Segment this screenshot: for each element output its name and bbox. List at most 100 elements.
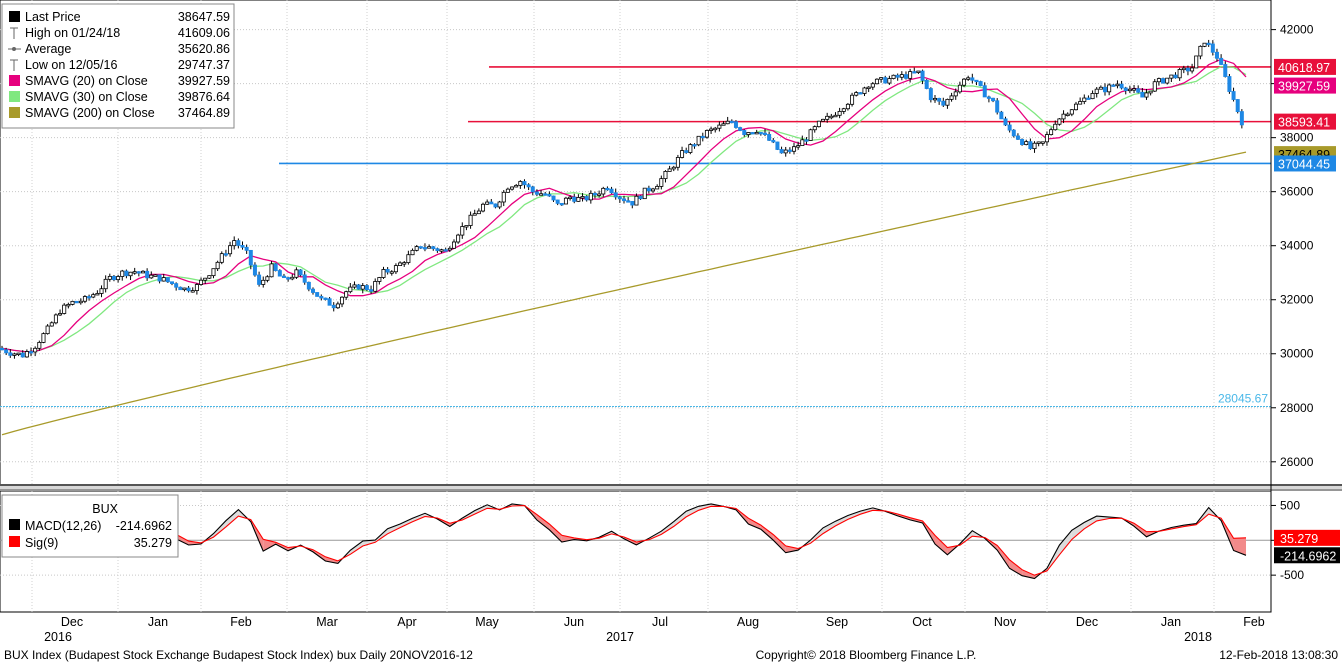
candle xyxy=(78,300,83,304)
candle xyxy=(1107,84,1112,93)
legend-swatch xyxy=(9,91,20,102)
candle xyxy=(655,186,660,190)
candle xyxy=(236,240,241,246)
candle xyxy=(1078,101,1083,105)
candle xyxy=(41,333,46,343)
candle xyxy=(1185,67,1190,72)
candle xyxy=(310,288,315,293)
sma20-line xyxy=(1,58,1247,353)
month-label: May xyxy=(475,615,499,629)
price-badge-text: 37044.45 xyxy=(1278,157,1330,171)
candle xyxy=(447,247,452,251)
candle xyxy=(870,83,875,88)
candle xyxy=(787,149,792,152)
candle xyxy=(688,144,693,153)
candle xyxy=(999,111,1004,120)
candle xyxy=(161,277,166,282)
price-tick-label: 34000 xyxy=(1280,239,1314,253)
candle xyxy=(733,121,738,128)
month-label: Feb xyxy=(1243,615,1265,629)
candle xyxy=(369,289,374,292)
candle xyxy=(704,130,709,138)
candle xyxy=(1144,92,1149,98)
candle xyxy=(792,146,797,152)
candle xyxy=(1181,67,1186,71)
legend-swatch xyxy=(9,107,20,118)
candle xyxy=(675,157,680,168)
month-label: Apr xyxy=(397,615,416,629)
macd-fill xyxy=(997,545,1010,569)
macd-badge xyxy=(1274,547,1340,564)
candle xyxy=(995,100,1000,113)
month-label: Jun xyxy=(564,615,584,629)
macd-fill xyxy=(474,504,488,515)
candle xyxy=(252,264,257,276)
sig-name: Sig(9) xyxy=(25,536,58,550)
macd-fill xyxy=(760,525,774,541)
legend-label: SMAVG (200) on Close xyxy=(25,106,155,120)
candle xyxy=(1219,57,1224,65)
candle xyxy=(903,74,908,79)
candle xyxy=(887,78,892,84)
candle xyxy=(211,268,216,277)
price-badge xyxy=(1274,113,1336,130)
sig-value: 35.279 xyxy=(134,536,172,550)
panel-divider[interactable] xyxy=(0,484,1342,491)
candle xyxy=(746,132,751,135)
candle xyxy=(692,144,697,147)
candle xyxy=(1214,51,1219,59)
candle xyxy=(850,94,855,105)
macd-legend: BUX MACD(12,26) -214.6962 Sig(9) 35.279 xyxy=(1,494,179,558)
candle xyxy=(145,270,150,279)
candle xyxy=(1140,91,1145,98)
candle xyxy=(203,277,208,281)
candle xyxy=(986,96,991,99)
candle xyxy=(941,100,946,106)
candle xyxy=(1090,93,1095,100)
candle xyxy=(53,314,58,324)
candle xyxy=(534,191,539,195)
candle xyxy=(812,126,817,131)
candle xyxy=(908,71,913,79)
candle xyxy=(1073,103,1078,111)
candle xyxy=(95,293,100,296)
macd-badge-text: 35.279 xyxy=(1280,532,1318,546)
macd-fill xyxy=(400,518,413,528)
candle xyxy=(240,244,245,248)
candle xyxy=(66,304,71,307)
candle xyxy=(738,127,743,131)
macd-fill xyxy=(748,518,761,530)
macd-fill xyxy=(661,521,674,535)
candle xyxy=(1057,118,1062,125)
candle xyxy=(290,276,295,280)
candle xyxy=(1015,135,1020,140)
candle xyxy=(920,70,925,81)
candle xyxy=(348,286,353,293)
macd-fill xyxy=(362,540,376,546)
candle xyxy=(841,108,846,112)
candle xyxy=(493,203,498,208)
candle xyxy=(315,292,320,297)
price-badge-text: 40618.97 xyxy=(1278,61,1330,75)
candle xyxy=(99,288,104,294)
candle xyxy=(1231,91,1236,100)
candle xyxy=(978,81,983,87)
price-tick-label: 38000 xyxy=(1280,131,1314,145)
legend-label: Last Price xyxy=(25,10,81,24)
candle xyxy=(153,274,158,277)
candle xyxy=(1156,78,1161,83)
candle xyxy=(895,74,900,78)
candle xyxy=(1036,141,1041,144)
footer-left: BUX Index (Budapest Stock Exchange Budap… xyxy=(4,648,473,662)
macd-fill xyxy=(823,521,836,534)
candle xyxy=(592,192,597,196)
price-tick-label: 28000 xyxy=(1280,401,1314,415)
candle xyxy=(1239,111,1244,126)
candle xyxy=(991,97,996,102)
candle xyxy=(489,201,494,205)
legend-value: 38647.59 xyxy=(178,10,230,24)
candle xyxy=(124,270,129,277)
price-badge xyxy=(1274,155,1336,172)
candle xyxy=(373,281,378,292)
candle xyxy=(576,197,581,202)
